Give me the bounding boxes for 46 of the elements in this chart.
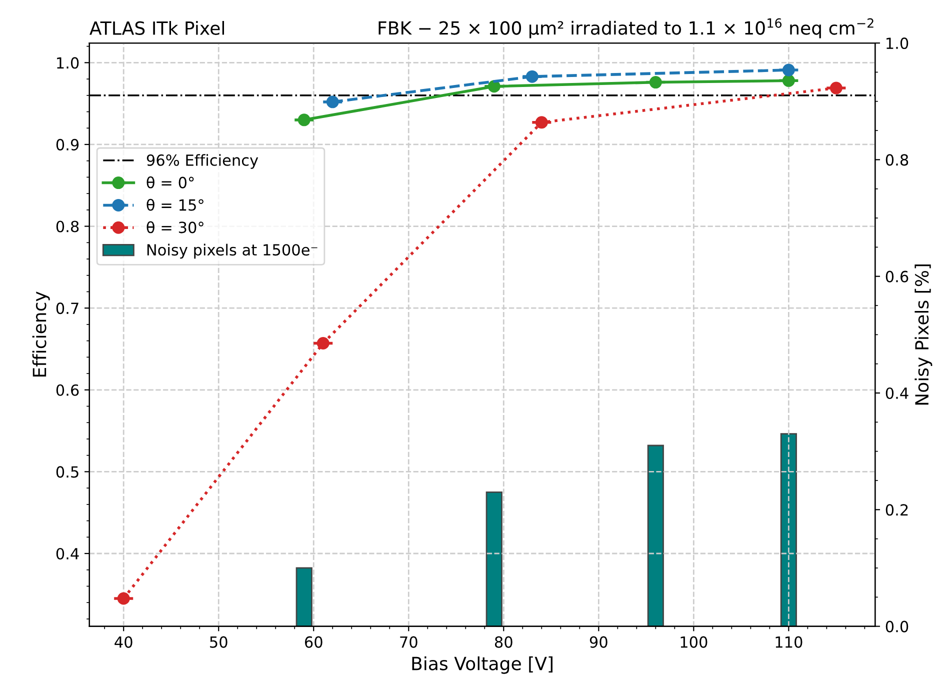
point — [830, 82, 842, 94]
y-tick-label: 1.0 — [57, 57, 79, 69]
y2-tick-label: 0.0 — [886, 620, 908, 632]
y-tick-label: 0.9 — [56, 138, 79, 150]
bar — [486, 491, 502, 626]
legend-label: θ = 30° — [146, 221, 204, 234]
y2-tick-label: 0.8 — [886, 154, 908, 166]
point — [526, 70, 538, 83]
y2-tick-label: 0.4 — [886, 387, 908, 400]
y2-axis-title: Noisy Pixels [%] — [914, 264, 932, 405]
legend-label: 96% Efficiency — [146, 154, 258, 169]
y-tick-label: 0.4 — [56, 548, 79, 560]
chart-title: ATLAS ITk Pixel — [90, 20, 224, 35]
point — [782, 74, 795, 87]
x-tick-label: 70 — [400, 636, 418, 648]
bar — [296, 567, 312, 626]
y2-tick-label: 1.0 — [886, 37, 908, 50]
x-tick-label: 80 — [494, 636, 512, 648]
x-tick-label: 90 — [590, 636, 608, 648]
y-tick-label: 0.7 — [56, 302, 78, 314]
legend-label: θ = 15° — [146, 198, 204, 211]
x-tick-label: 100 — [680, 636, 708, 648]
legend-label: Noisy pixels at 1500e⁻ — [147, 244, 318, 259]
point — [298, 114, 310, 126]
point — [649, 76, 662, 89]
point — [316, 337, 330, 350]
x-tick-label: 40 — [114, 636, 132, 648]
point — [326, 96, 339, 108]
y-tick-label: 0.6 — [56, 384, 79, 396]
y-tick-label: 0.5 — [56, 466, 78, 478]
legend-label: θ = 0° — [146, 176, 194, 188]
point — [488, 80, 500, 93]
point — [782, 64, 795, 76]
y-tick-label: 0.8 — [56, 220, 79, 232]
y-axis-title: Efficiency — [32, 292, 50, 377]
point — [535, 116, 548, 129]
x-tick-label: 60 — [304, 636, 322, 648]
y2-tick-label: 0.6 — [886, 270, 908, 282]
bar — [780, 433, 797, 626]
point — [117, 592, 130, 605]
x-axis-title: Bias Voltage [V] — [412, 656, 552, 674]
chart-subtitle: FBK − 25 × 100 μm² irradiated to 1.1 × 10$^{16}$ neq cm$^{−2}$ — [378, 18, 874, 38]
x-tick-label: 50 — [210, 636, 228, 648]
y2-tick-label: 0.2 — [886, 504, 908, 516]
bar — [647, 444, 664, 626]
x-tick-label: 110 — [776, 636, 802, 648]
